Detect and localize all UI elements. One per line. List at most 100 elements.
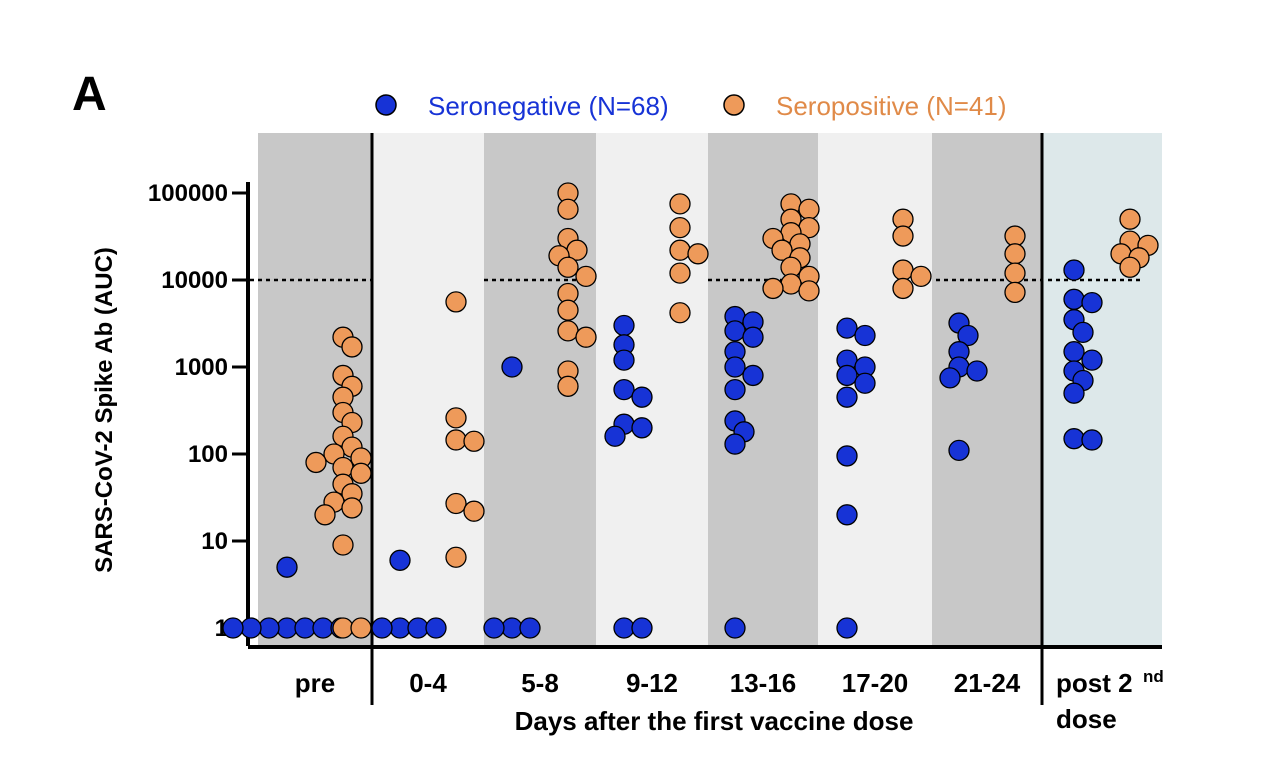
point-seropositive-0-1: [341, 336, 363, 358]
point-seronegative-7-0: [1063, 259, 1085, 281]
point-seronegative-0-1: [276, 617, 298, 639]
point-seropositive-4-7: [771, 239, 793, 261]
point-seropositive-6-2: [1004, 262, 1026, 284]
group-band-7: [1042, 133, 1162, 645]
point-seropositive-3-0: [669, 193, 691, 215]
point-seropositive-1-0: [445, 291, 467, 313]
point-seronegative-7-6: [1081, 349, 1103, 371]
point-seropositive-7-5: [1119, 256, 1141, 278]
point-seronegative-0-3: [258, 617, 280, 639]
point-seropositive-2-12: [557, 375, 579, 397]
point-seronegative-1-3: [371, 617, 393, 639]
x-tick-label-sup-7: nd: [1143, 667, 1164, 686]
point-seronegative-1-4: [425, 617, 447, 639]
point-seronegative-3-9: [631, 617, 653, 639]
point-seronegative-1-0: [389, 549, 411, 571]
point-seronegative-3-3: [613, 378, 635, 401]
point-seronegative-7-9: [1063, 382, 1085, 404]
point-seronegative-5-0: [836, 317, 858, 339]
point-seropositive-3-2: [669, 239, 691, 261]
group-band-6: [932, 133, 1042, 645]
point-seronegative-2-1: [501, 617, 523, 639]
point-seropositive-1-4: [445, 492, 467, 515]
y-tick-label-3: 1000: [175, 354, 228, 381]
point-seropositive-1-2: [445, 429, 467, 451]
axes: [246, 133, 1162, 705]
point-seronegative-3-4: [631, 386, 653, 408]
group-band-3: [596, 133, 708, 645]
y-tick-label-4: 10000: [161, 267, 228, 294]
x-tick-label-4: 13-16: [730, 668, 797, 698]
point-seronegative-5-4: [836, 364, 858, 387]
y-tick-label-2: 100: [188, 441, 228, 468]
point-seronegative-4-10: [724, 433, 746, 455]
point-seronegative-2-2: [519, 617, 541, 639]
point-seropositive-0-21: [350, 617, 372, 639]
point-seropositive-5-4: [892, 277, 914, 300]
legend: Seronegative (N=68) Seropositive (N=41): [375, 91, 1007, 121]
point-seronegative-5-8: [836, 504, 858, 526]
point-seronegative-5-6: [836, 386, 858, 408]
point-seronegative-7-2: [1081, 291, 1103, 314]
y-tick-label-5: 100000: [148, 180, 228, 207]
point-seronegative-3-2: [613, 349, 635, 371]
point-seronegative-4-3: [742, 326, 764, 348]
group-band-5: [818, 133, 932, 645]
legend-label-seronegative: Seronegative (N=68): [428, 91, 669, 121]
point-seronegative-5-7: [836, 445, 858, 467]
data-points: [222, 182, 1159, 639]
point-seronegative-4-2: [724, 320, 746, 342]
point-seropositive-4-11: [780, 273, 802, 295]
x-tick-label-line2-7: dose: [1056, 704, 1117, 734]
point-seronegative-4-7: [724, 378, 746, 401]
point-seronegative-5-1: [854, 324, 876, 347]
point-seronegative-7-5: [1063, 341, 1085, 363]
point-seropositive-6-3: [1004, 281, 1026, 304]
point-seropositive-2-1: [557, 198, 579, 220]
point-seropositive-1-5: [463, 500, 485, 522]
point-seronegative-4-11: [724, 617, 746, 639]
point-seropositive-0-17: [341, 497, 363, 519]
point-seropositive-5-2: [892, 259, 914, 281]
x-tick-labels: pre 0-4 5-8 9-12 13-16 17-20 21-24 post 2 nd dose: [295, 667, 1164, 734]
point-seropositive-7-0: [1119, 208, 1141, 230]
point-seronegative-2-3: [483, 617, 505, 639]
point-seronegative-0-4: [312, 617, 334, 639]
point-seropositive-1-6: [445, 546, 467, 568]
point-seronegative-7-4: [1072, 321, 1094, 344]
point-seropositive-5-3: [910, 265, 932, 288]
point-seronegative-0-0: [276, 556, 298, 578]
point-seronegative-1-1: [389, 617, 411, 639]
point-seropositive-0-19: [332, 534, 354, 556]
point-seropositive-6-1: [1004, 243, 1026, 265]
x-tick-label-5: 17-20: [842, 668, 909, 698]
point-seronegative-0-2: [294, 617, 316, 639]
point-seronegative-3-8: [613, 617, 635, 639]
point-seronegative-3-7: [604, 425, 626, 447]
point-seropositive-0-11: [305, 451, 327, 474]
point-seropositive-0-13: [350, 462, 372, 484]
point-seropositive-4-1: [798, 198, 820, 220]
point-seronegative-5-9: [836, 617, 858, 639]
x-tick-label-2: 5-8: [521, 668, 559, 698]
point-seropositive-3-4: [669, 262, 691, 284]
point-seropositive-3-3: [687, 243, 709, 265]
point-seronegative-4-6: [742, 364, 764, 387]
point-seropositive-5-1: [892, 225, 914, 247]
point-seropositive-2-8: [557, 299, 579, 321]
point-seropositive-0-18: [314, 504, 336, 526]
x-axis-title: Days after the first vaccine dose: [515, 706, 914, 736]
x-tick-label-3: 9-12: [626, 668, 678, 698]
group-band-2: [484, 133, 596, 645]
point-seronegative-6-1: [957, 324, 979, 347]
point-seropositive-2-6: [575, 265, 597, 288]
point-seronegative-2-0: [501, 356, 523, 378]
x-tick-label-1: 0-4: [409, 668, 447, 698]
point-seropositive-3-5: [669, 302, 691, 324]
y-axis-title: SARS-CoV-2 Spike Ab (AUC): [91, 247, 118, 573]
point-seropositive-0-20: [332, 617, 354, 639]
point-seropositive-2-9: [557, 320, 579, 342]
point-seronegative-6-6: [948, 439, 970, 462]
legend-marker-seronegative: [375, 94, 397, 116]
